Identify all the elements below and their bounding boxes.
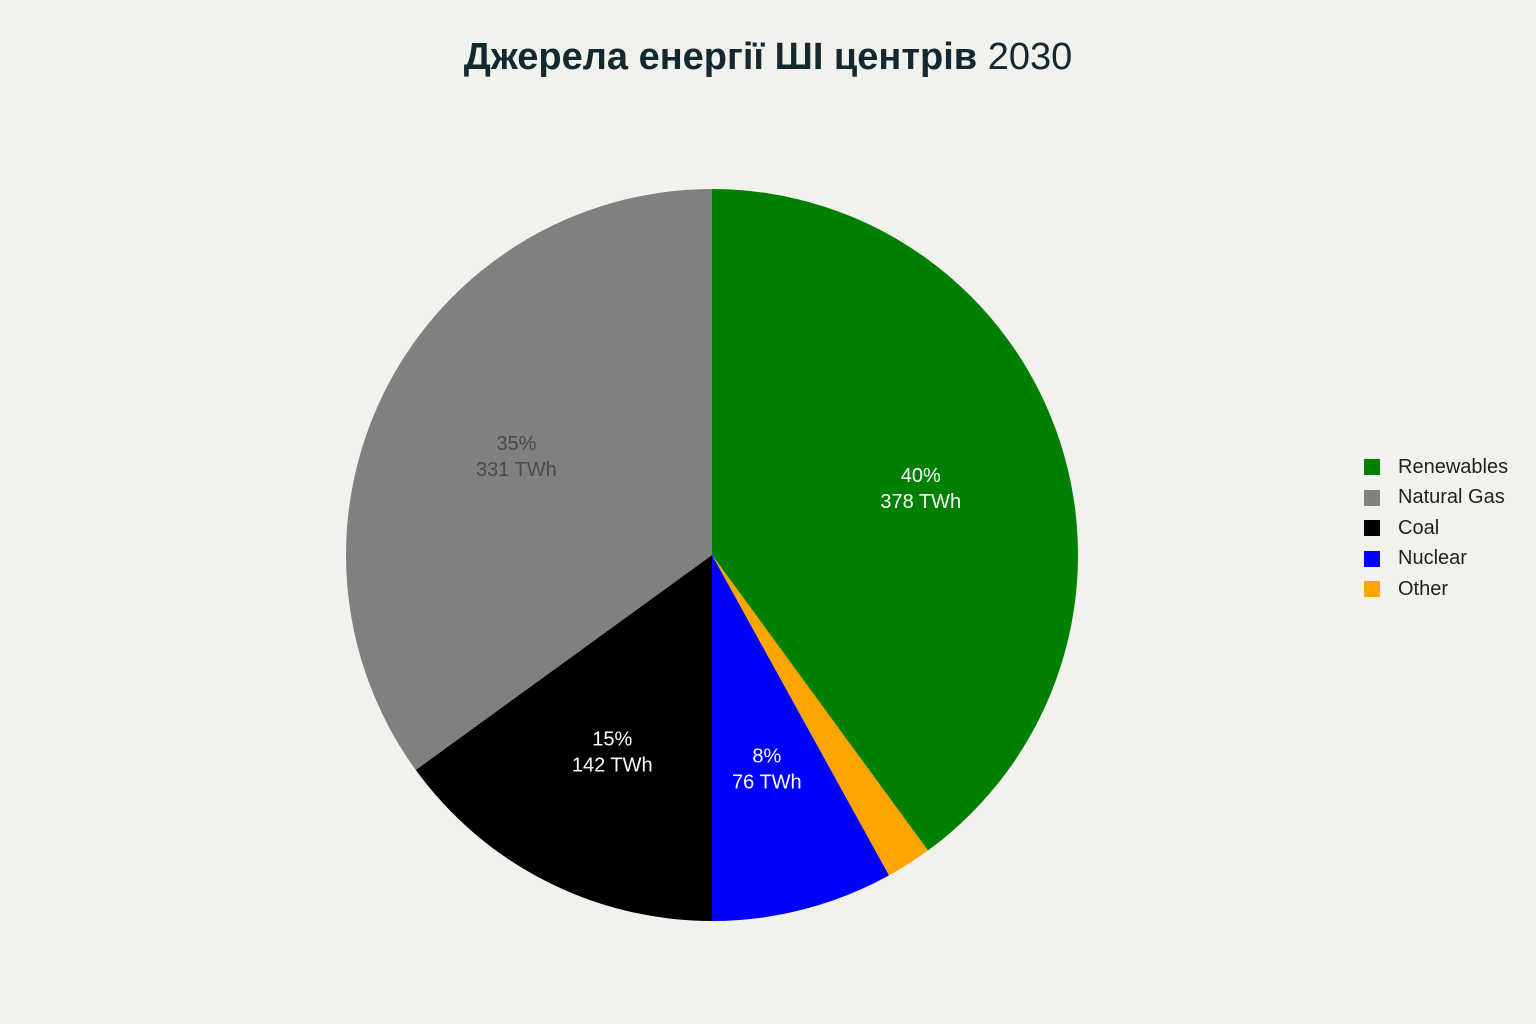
legend-swatch	[1364, 581, 1380, 598]
legend-item-coal[interactable]: Coal	[1364, 513, 1508, 544]
pie-slice-other	[712, 555, 928, 876]
slice-percent-label: 35%	[496, 433, 536, 455]
legend-item-natural-gas[interactable]: Natural Gas	[1364, 483, 1508, 514]
pie-labels: 40% 378 TWh 8% 76 TWh 15% 142 TWh 35% 331 TWh	[476, 433, 961, 793]
legend-swatch	[1364, 520, 1380, 537]
chart-title-text: Джерела енергії ШІ центрів	[463, 36, 978, 78]
pie-slice-coal	[415, 555, 712, 921]
legend-label: Natural Gas	[1398, 486, 1505, 509]
slice-value-label: 331 TWh	[476, 459, 557, 481]
pie-slice-natural-gas	[346, 189, 712, 770]
chart-title: Джерела енергії ШІ центрів 2030	[0, 36, 1536, 79]
slice-percent-label: 40%	[901, 465, 941, 487]
legend-item-renewables[interactable]: Renewables	[1364, 452, 1508, 483]
slice-value-label: 378 TWh	[880, 491, 961, 513]
legend-item-other[interactable]: Other	[1364, 574, 1508, 605]
legend-item-nuclear[interactable]: Nuclear	[1364, 544, 1508, 575]
legend-label: Other	[1398, 577, 1449, 600]
legend-swatch	[1364, 459, 1380, 476]
slice-value-label: 142 TWh	[572, 755, 653, 777]
slice-value-label: 76 TWh	[732, 772, 802, 794]
legend-swatch	[1364, 489, 1380, 506]
slice-percent-label: 8%	[752, 746, 781, 768]
legend-swatch	[1364, 550, 1380, 567]
pie-slice-nuclear	[712, 555, 890, 921]
pie-slice-renewables	[712, 189, 1078, 851]
legend-label: Nuclear	[1398, 547, 1467, 570]
chart-title-year: 2030	[987, 36, 1073, 78]
chart-legend: Renewables Natural Gas Coal Nuclear Other	[1364, 452, 1508, 605]
legend-label: Renewables	[1398, 455, 1509, 478]
slice-percent-label: 15%	[592, 729, 632, 751]
pie-slices	[346, 189, 1078, 921]
legend-label: Coal	[1398, 516, 1440, 539]
